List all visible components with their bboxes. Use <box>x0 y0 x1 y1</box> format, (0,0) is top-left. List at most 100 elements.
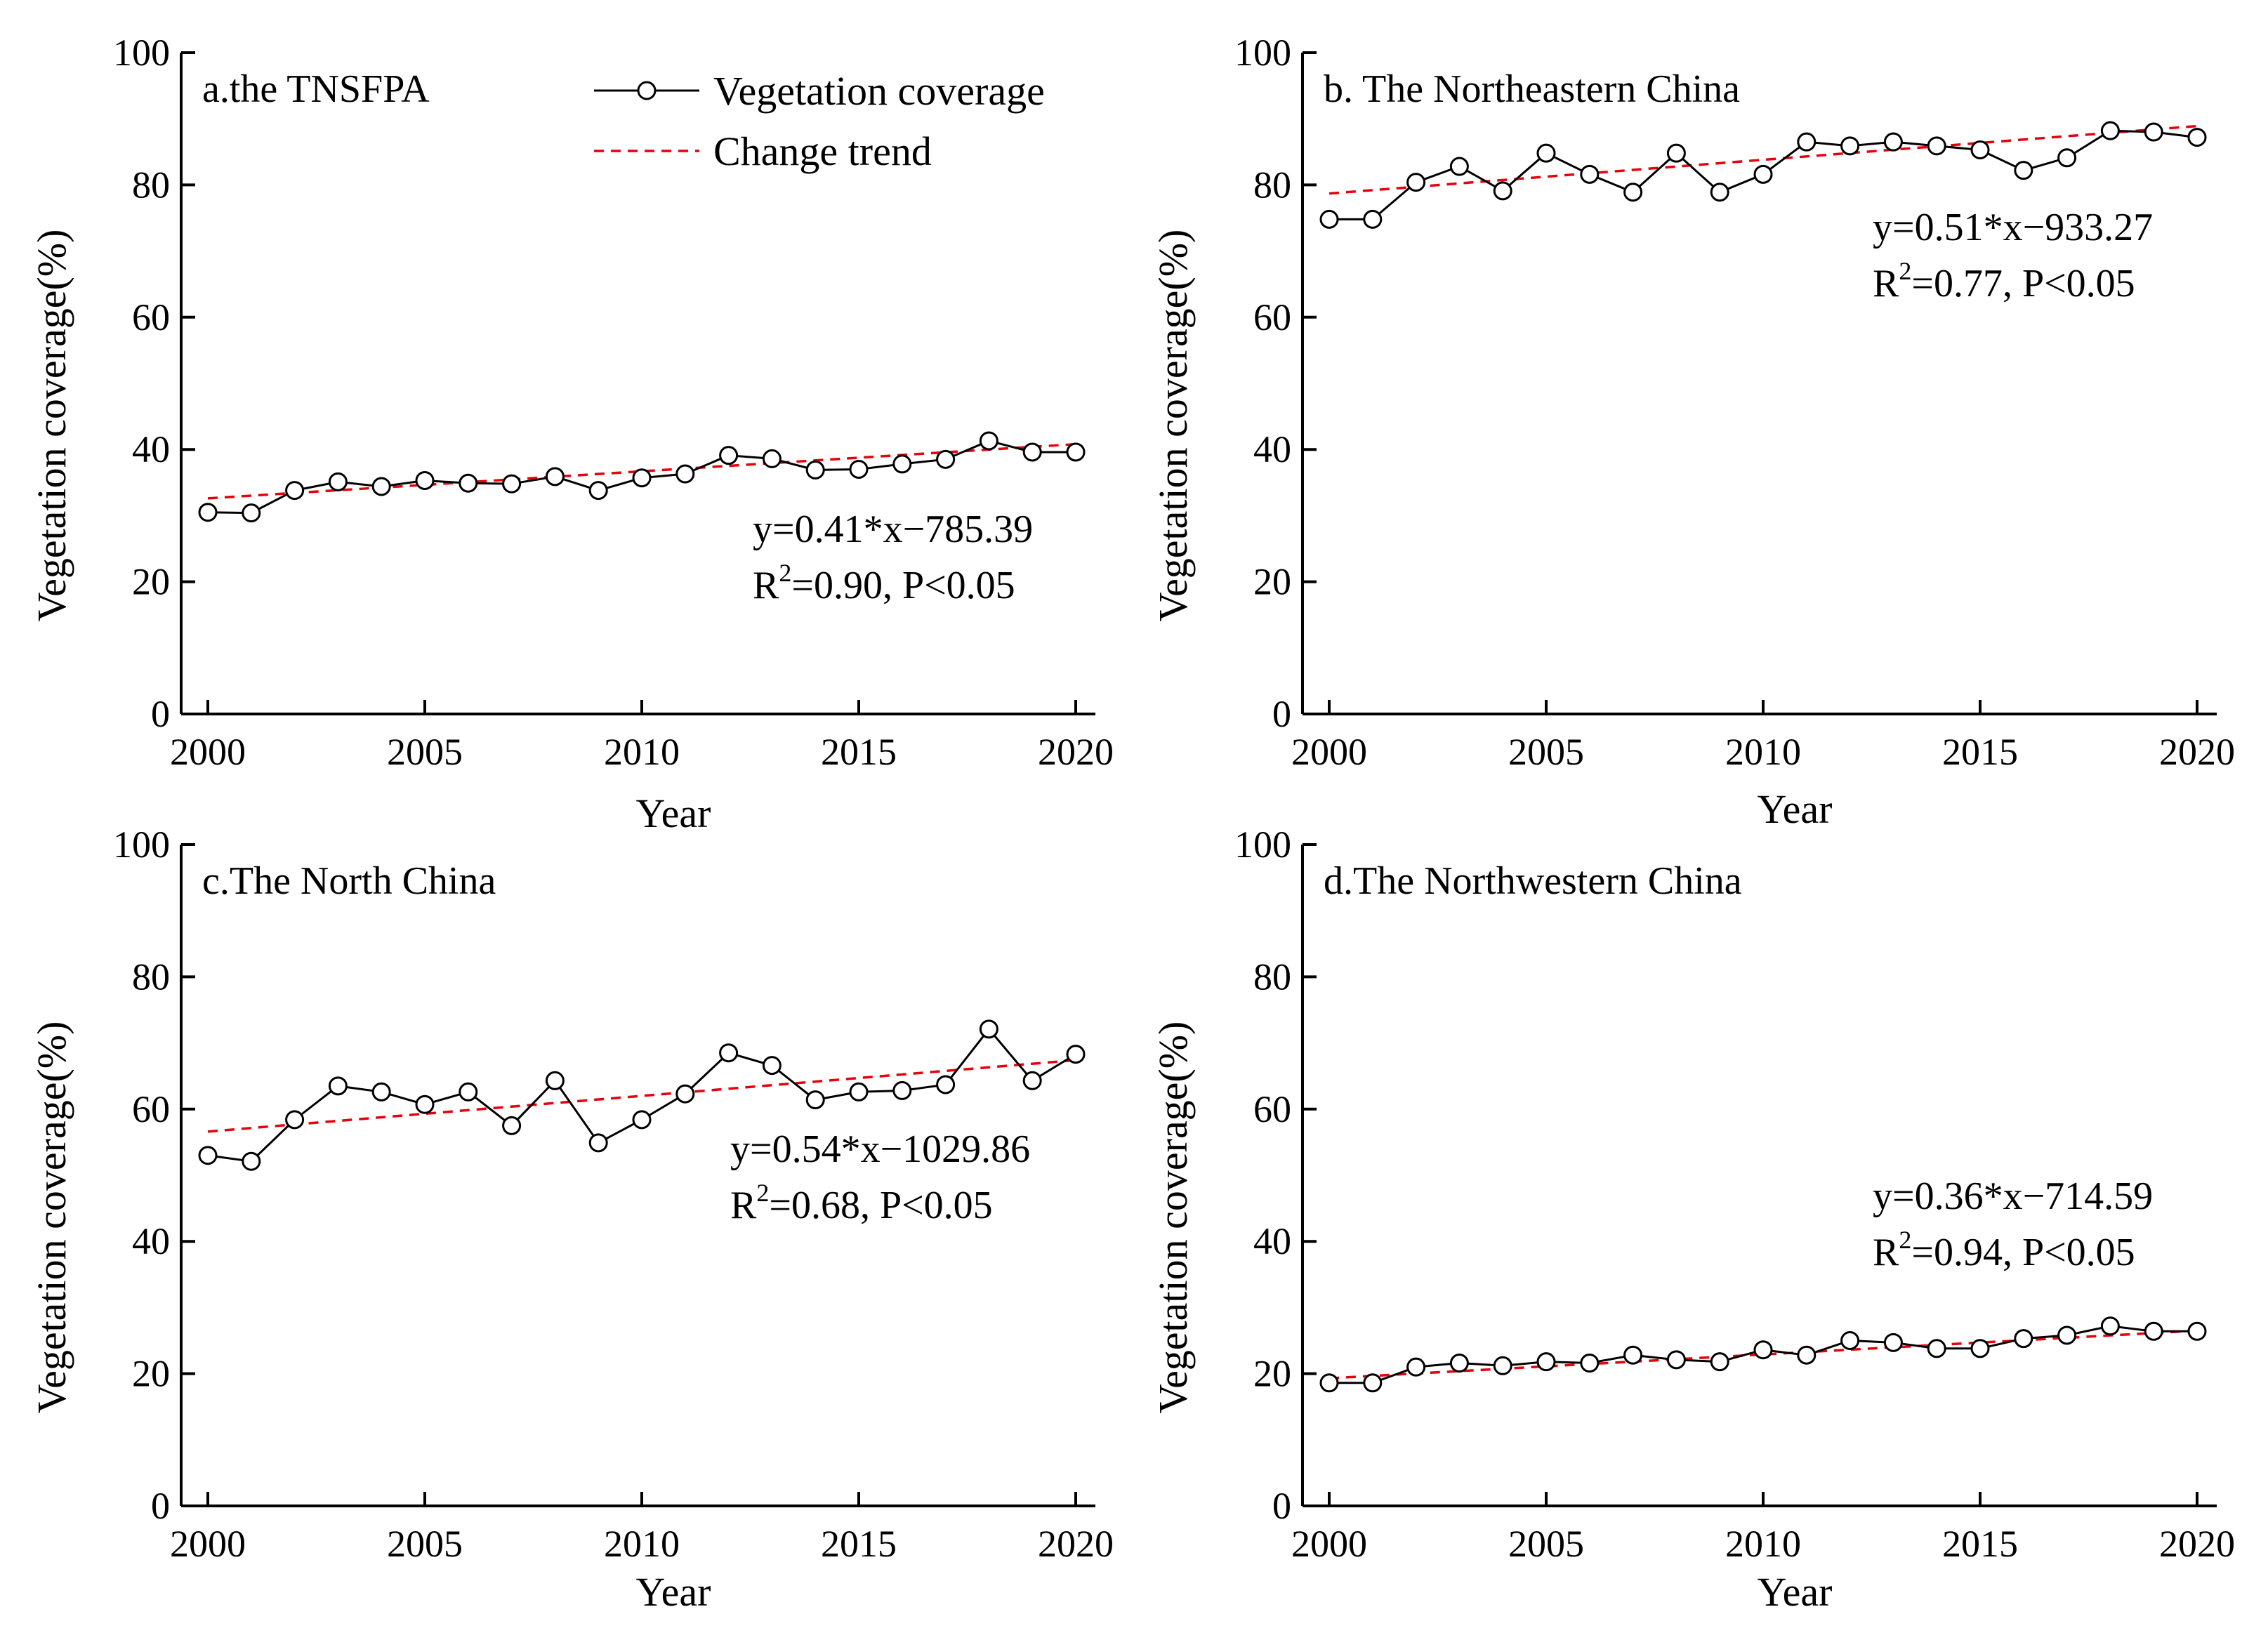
trend-line <box>207 1059 1076 1133</box>
coverage-point <box>1580 1354 1600 1373</box>
y-tick-label: 100 <box>1234 824 1291 866</box>
coverage-point <box>1536 143 1556 163</box>
coverage-point <box>1066 1045 1086 1064</box>
y-tick-label: 40 <box>132 1220 170 1262</box>
coverage-point <box>1710 1352 1729 1372</box>
y-tick-label: 0 <box>151 1485 170 1527</box>
coverage-point <box>588 1133 608 1153</box>
coverage-point <box>1493 1356 1512 1375</box>
y-tick-label: 60 <box>1253 1088 1291 1130</box>
coverage-point <box>1710 183 1729 202</box>
r-squared-text: R2=0.90, P<0.05 <box>753 559 1015 607</box>
coverage-point <box>371 477 391 496</box>
x-axis-label: Year <box>636 791 711 836</box>
r-squared-prefix: R <box>753 564 779 607</box>
y-tick-label: 0 <box>151 693 170 735</box>
coverage-point <box>936 449 956 469</box>
regression-equation: y=0.51*x−933.27 <box>1873 206 2153 249</box>
regression-equation: y=0.41*x−785.39 <box>753 508 1033 551</box>
r-squared-rest: =0.90, P<0.05 <box>791 564 1015 607</box>
x-tick-label: 2020 <box>2159 1523 2235 1565</box>
coverage-point <box>1883 1332 1903 1352</box>
coverage-point <box>2144 1321 2163 1341</box>
r-squared-prefix: R <box>1873 1231 1899 1274</box>
coverage-point <box>328 472 348 491</box>
coverage-point <box>198 1146 218 1165</box>
y-tick-label: 20 <box>132 561 170 603</box>
y-tick-label: 60 <box>132 296 170 338</box>
coverage-point <box>892 1080 912 1100</box>
x-axis-label: Year <box>1758 1569 1833 1615</box>
x-tick-label: 2010 <box>604 731 680 773</box>
coverage-point <box>2014 1329 2033 1349</box>
coverage-point <box>805 460 825 480</box>
chart-panel-4: 0 20 40 60 80 100 2000 2005 2010 2015 2020 Year Vege… <box>1150 824 2235 1615</box>
coverage-point <box>2014 161 2033 180</box>
x-tick-label: 2010 <box>1725 731 1801 773</box>
coverage-point <box>1022 1071 1042 1090</box>
coverage-point <box>1406 1357 1426 1377</box>
x-axis-label: Year <box>636 1569 711 1615</box>
coverage-point <box>1753 1340 1773 1360</box>
chart-panel-2: 0 20 40 60 80 100 2000 2005 2010 2015 2020 Year Vege… <box>1150 32 2235 832</box>
coverage-point <box>1753 164 1773 184</box>
x-tick-label: 2005 <box>1508 731 1584 773</box>
coverage-point <box>1580 164 1600 184</box>
coverage-point <box>979 431 998 451</box>
y-tick-label: 20 <box>1253 1353 1291 1395</box>
coverage-point <box>1883 132 1903 152</box>
x-tick-label: 2000 <box>170 1523 246 1565</box>
x-tick-label: 2015 <box>1942 1523 2018 1565</box>
r-squared-prefix: R <box>730 1184 757 1227</box>
y-tick-label: 0 <box>1272 693 1291 735</box>
coverage-point <box>2057 1325 2077 1345</box>
coverage-point <box>545 467 565 487</box>
x-tick-label: 2000 <box>170 731 246 773</box>
legend: Vegetation coverage Change trend <box>594 68 1045 174</box>
coverage-point <box>545 1071 565 1090</box>
coverage-point <box>2187 1321 2207 1341</box>
coverage-point <box>1449 1354 1469 1373</box>
x-tick-label: 2000 <box>1291 1523 1367 1565</box>
y-tick-label: 100 <box>113 32 170 74</box>
coverage-point <box>1840 136 1860 156</box>
r-squared-rest: =0.77, P<0.05 <box>1911 262 2135 305</box>
r-squared-text: R2=0.94, P<0.05 <box>1873 1226 2135 1274</box>
coverage-point <box>1319 209 1339 229</box>
coverage-point <box>2144 122 2163 142</box>
panel-title: d.The Northwestern China <box>1324 859 1742 903</box>
y-tick-label: 20 <box>1253 561 1291 603</box>
coverage-point <box>2100 1316 2120 1336</box>
coverage-point <box>2187 128 2207 147</box>
coverage-point <box>1493 181 1512 201</box>
y-tick-label: 20 <box>132 1353 170 1395</box>
y-axis-label: Vegetation coverage(%) <box>29 230 74 622</box>
coverage-point <box>415 470 435 490</box>
y-tick-label: 40 <box>1253 1220 1291 1262</box>
legend-trend-label: Change trend <box>713 128 932 174</box>
coverage-point <box>1797 1345 1817 1365</box>
x-tick-label: 2015 <box>1942 731 2018 773</box>
coverage-point <box>1623 1345 1643 1365</box>
x-tick-label: 2015 <box>821 731 897 773</box>
regression-equation: y=0.54*x−1029.86 <box>730 1128 1030 1171</box>
trend-line <box>1329 124 2198 195</box>
x-tick-label: 2005 <box>387 1523 463 1565</box>
coverage-point <box>2100 121 2120 140</box>
coverage-point <box>892 454 912 474</box>
x-axis-label: Year <box>1758 786 1833 832</box>
y-axis-label: Vegetation coverage(%) <box>1150 230 1196 622</box>
panel-title: a.the TNSFPA <box>202 67 430 111</box>
coverage-point <box>588 481 608 501</box>
coverage-point <box>1666 1350 1686 1370</box>
coverage-point <box>1363 209 1383 229</box>
y-tick-label: 60 <box>132 1088 170 1130</box>
y-tick-label: 40 <box>132 428 170 470</box>
coverage-point <box>242 1151 261 1171</box>
r-squared-superscript: 2 <box>1899 1226 1911 1254</box>
coverage-point <box>198 503 218 522</box>
r-squared-rest: =0.68, P<0.05 <box>769 1184 992 1227</box>
coverage-point <box>2057 148 2077 168</box>
